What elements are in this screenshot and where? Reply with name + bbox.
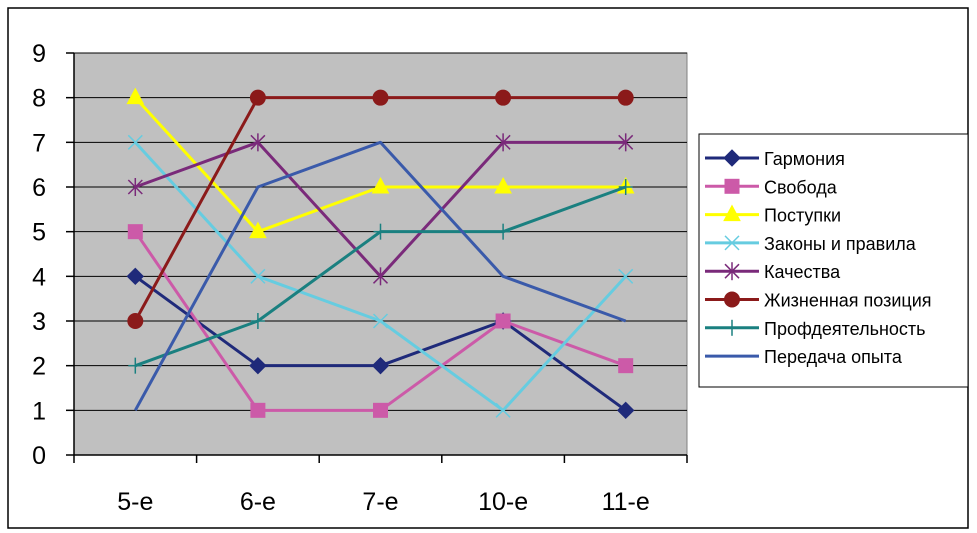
data-point	[372, 267, 389, 286]
y-tick-label: 1	[32, 397, 46, 425]
data-point	[617, 89, 634, 106]
plot-background	[73, 52, 688, 456]
data-point	[127, 313, 144, 329]
series-layer	[126, 87, 635, 420]
legend-label: Качества	[764, 262, 841, 282]
data-point	[372, 313, 389, 329]
data-point	[494, 176, 512, 194]
legend-marker	[723, 149, 741, 167]
series-2	[126, 87, 635, 239]
data-point	[250, 313, 265, 329]
legend-marker	[723, 204, 741, 222]
data-point	[373, 402, 388, 418]
legend-entry: Профдеятельность	[705, 319, 926, 339]
legend-label: Передача опыта	[764, 347, 903, 367]
data-point	[249, 89, 266, 106]
y-tick-label: 0	[32, 442, 46, 470]
data-point	[126, 267, 145, 286]
y-tick-label: 2	[32, 353, 46, 381]
series-1	[127, 224, 634, 418]
data-point	[618, 133, 634, 152]
data-point	[128, 357, 143, 374]
y-tick-label: 4	[32, 263, 46, 291]
y-tick-label: 9	[32, 40, 46, 68]
legend-box	[698, 133, 969, 388]
data-point	[371, 356, 390, 375]
series-5	[127, 89, 634, 329]
data-point	[127, 178, 143, 196]
data-point	[618, 358, 634, 374]
x-tick-label: 10-е	[478, 488, 528, 516]
data-point	[616, 401, 635, 420]
legend-label: Свобода	[764, 177, 838, 197]
legend-entry: Передача опыта	[705, 347, 903, 367]
data-point	[371, 176, 390, 194]
legend-label: Жизненная позиция	[764, 291, 932, 311]
y-tick-label: 7	[32, 129, 46, 157]
series-3	[127, 134, 634, 418]
data-point	[495, 89, 512, 106]
legend-entry: Жизненная позиция	[705, 291, 932, 311]
data-point	[127, 224, 143, 240]
series-4	[127, 133, 634, 286]
data-point	[249, 221, 267, 239]
legend-marker	[725, 319, 739, 336]
legend-marker	[724, 178, 740, 194]
data-point	[127, 134, 143, 150]
y-tick-label: 6	[32, 174, 46, 202]
x-tick-label: 5-е	[117, 488, 153, 516]
series-7	[133, 140, 627, 412]
legend: Гармония Свобода Поступки Законы и правила К…	[698, 133, 969, 388]
legend-label: Поступки	[764, 206, 841, 226]
axis-layer: 0 1 2 3 4 5 6 7 8 9 5-е 6-е 7-е 10-е 11-е	[32, 40, 688, 516]
legend-label: Гармония	[764, 149, 845, 169]
legend-label: Профдеятельность	[764, 319, 926, 339]
data-point	[250, 133, 266, 152]
legend-marker	[724, 262, 740, 281]
legend-label: Законы и правила	[764, 234, 917, 254]
x-tick-label: 11-е	[602, 488, 650, 516]
y-tick-label: 5	[32, 219, 46, 247]
legend-entry: Свобода	[705, 177, 838, 197]
legend-entry: Законы и правила	[705, 234, 917, 254]
data-point	[126, 87, 145, 105]
legend-marker	[724, 235, 740, 251]
data-point	[373, 223, 388, 240]
y-tick-label: 3	[32, 308, 46, 336]
series-6	[128, 179, 633, 374]
legend-entry: Качества	[705, 262, 841, 282]
data-point	[495, 133, 511, 152]
data-point	[250, 268, 266, 284]
legend-entry: Гармония	[705, 149, 845, 169]
series-line	[133, 140, 627, 412]
x-tick-label: 7-е	[362, 488, 398, 516]
data-point	[372, 89, 389, 106]
y-tick-label: 8	[32, 85, 46, 113]
x-tick-label: 6-е	[240, 488, 276, 516]
data-point	[496, 223, 511, 240]
data-point	[618, 179, 633, 195]
data-point	[495, 313, 511, 329]
legend-entry: Поступки	[705, 204, 841, 226]
plot-area	[73, 52, 688, 456]
data-point	[250, 402, 266, 418]
data-point	[249, 356, 267, 375]
legend-marker	[724, 291, 740, 308]
data-point	[495, 402, 511, 418]
data-point	[618, 268, 634, 284]
